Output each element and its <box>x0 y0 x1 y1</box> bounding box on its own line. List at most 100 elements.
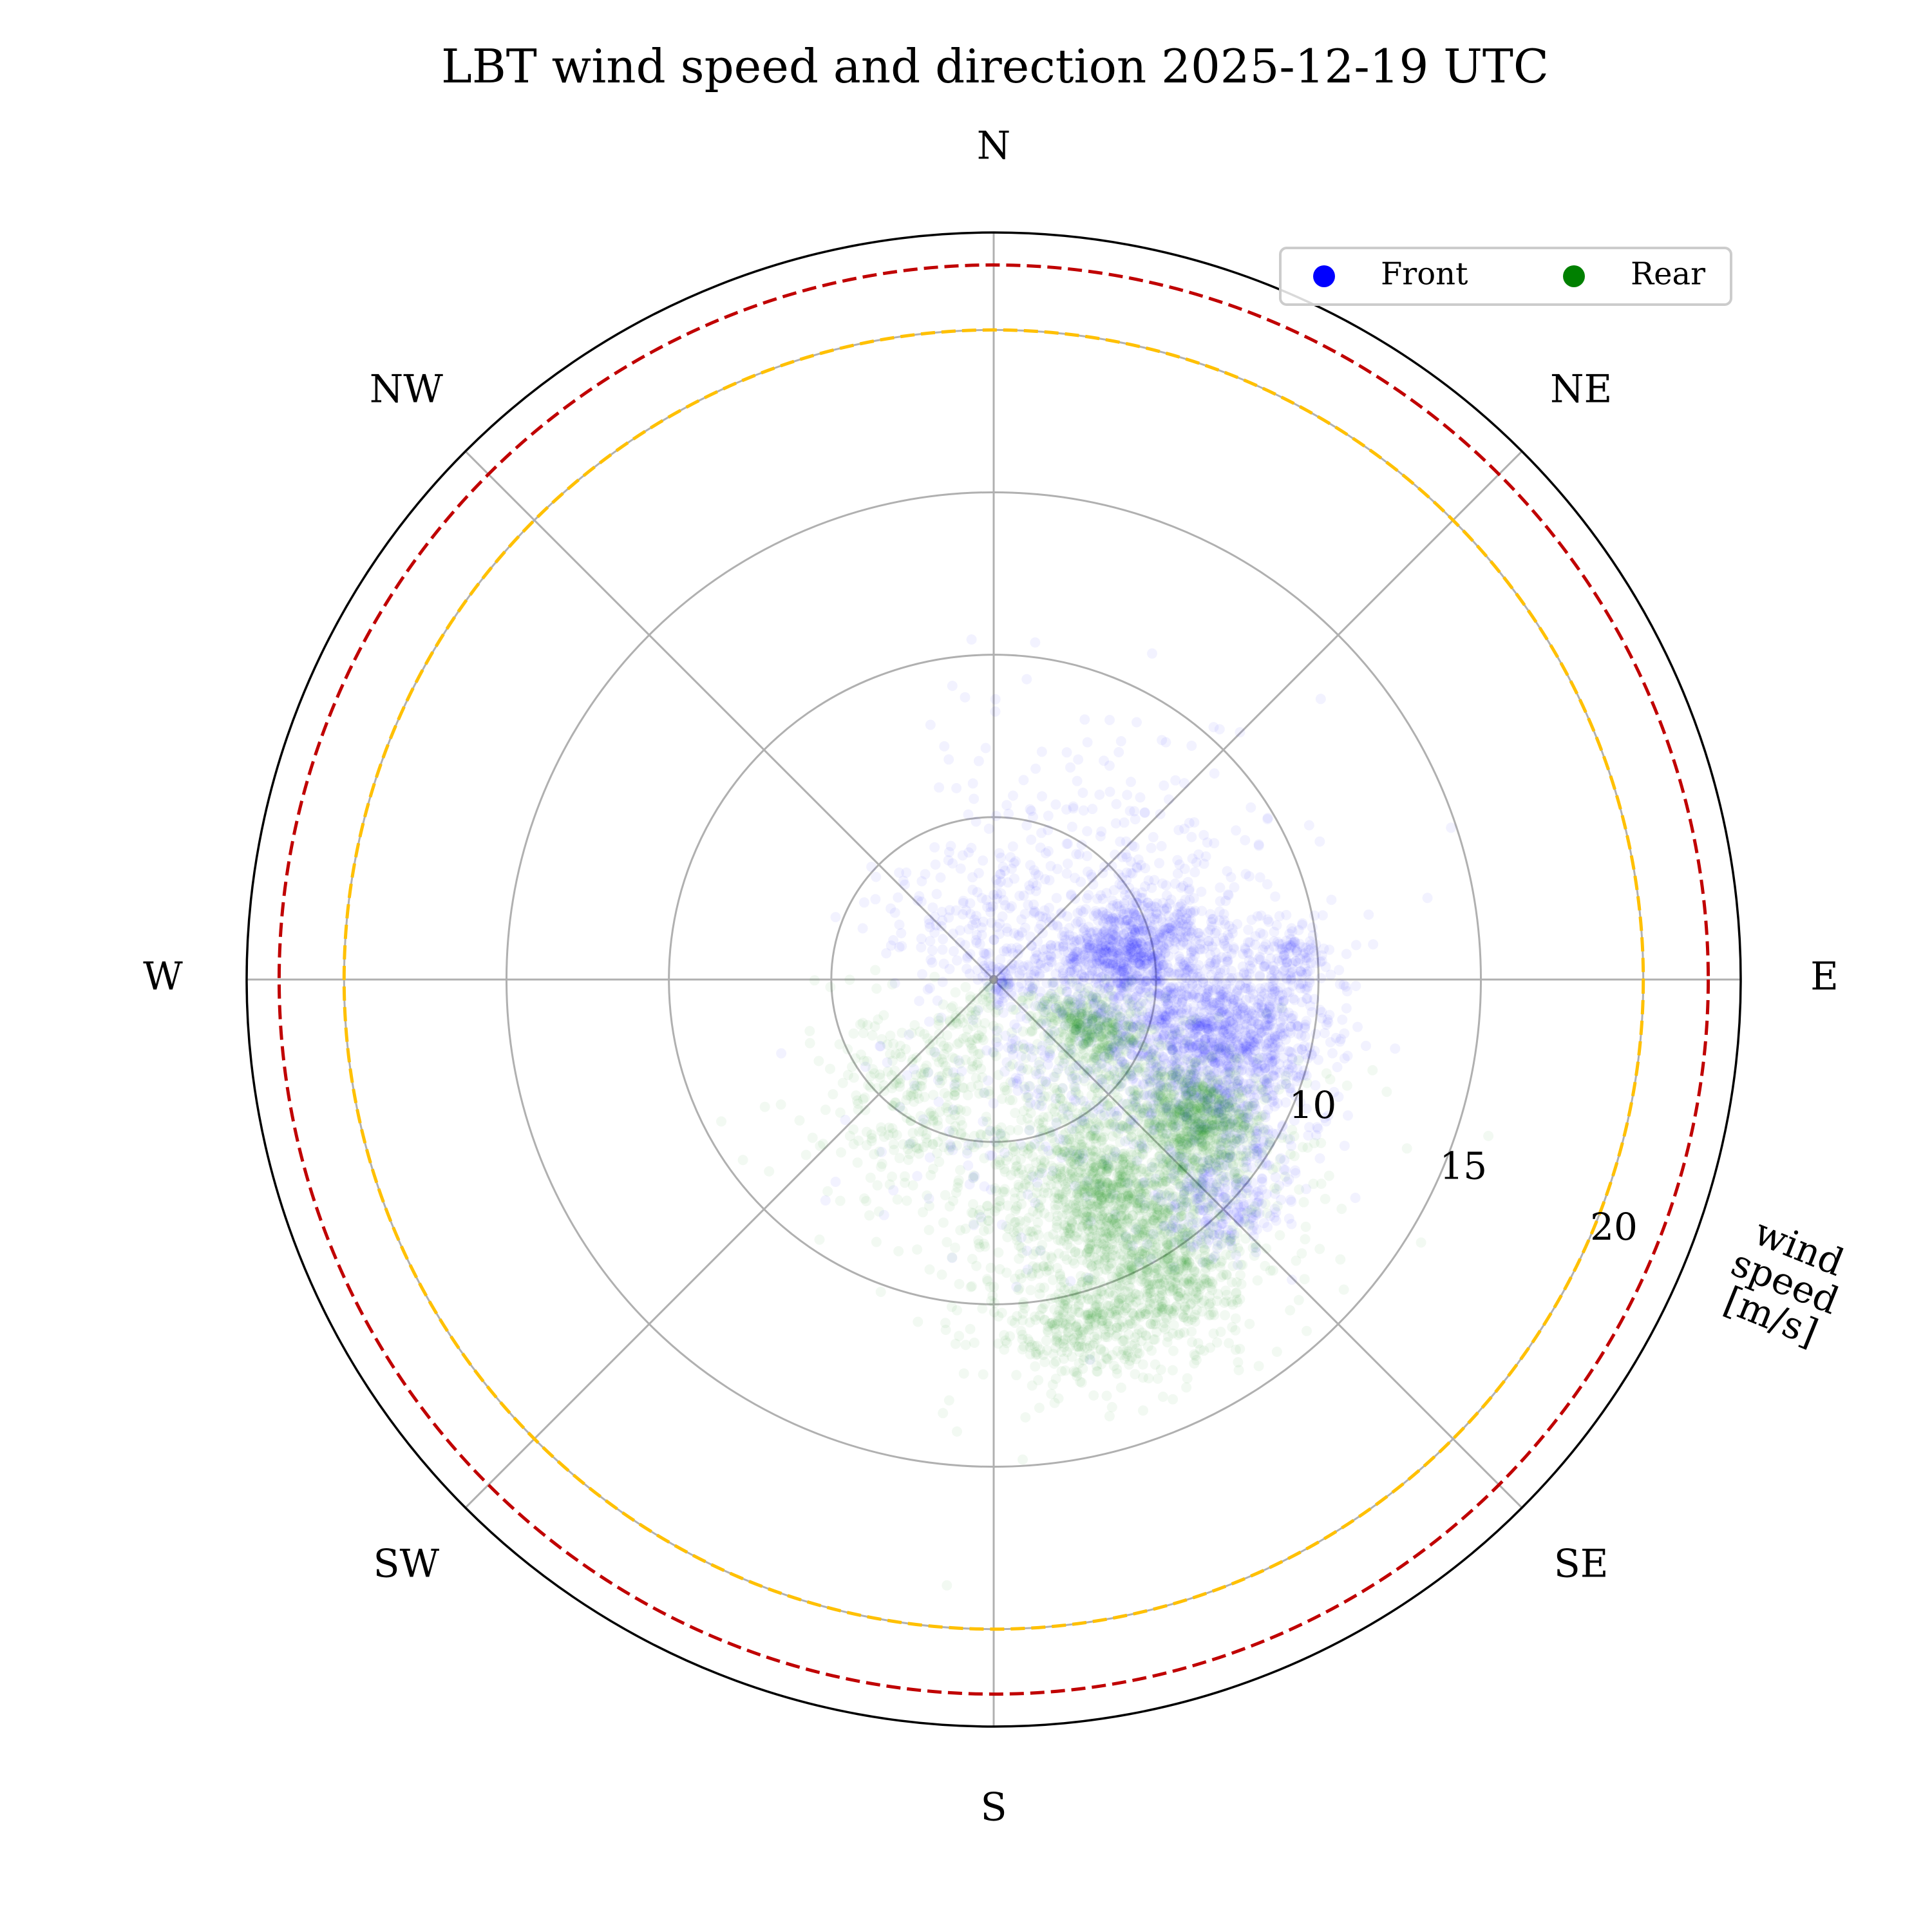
data-point-front <box>1361 1041 1371 1051</box>
data-point-front <box>1110 818 1121 829</box>
data-point-front <box>1228 998 1238 1009</box>
data-point-front <box>1139 807 1150 818</box>
data-point-front <box>1224 1128 1235 1138</box>
data-point-front <box>1317 910 1328 921</box>
data-point-front <box>1350 940 1361 951</box>
data-point-front <box>1144 906 1155 917</box>
data-point-front <box>1132 952 1142 963</box>
data-point-front <box>1224 1035 1235 1046</box>
data-point-front <box>1265 1041 1276 1052</box>
data-point-front <box>990 694 1001 705</box>
data-point-front <box>1218 933 1228 943</box>
data-point-front <box>1352 1021 1363 1032</box>
data-point-front <box>889 907 900 918</box>
data-point-front <box>1221 996 1232 1007</box>
data-point-front <box>1271 1215 1282 1226</box>
data-point-front <box>1323 1017 1334 1028</box>
data-point-front <box>1152 990 1163 1001</box>
data-point-front <box>1217 1034 1228 1045</box>
data-point-front <box>1260 939 1271 950</box>
polar-center <box>989 975 998 984</box>
data-point-front <box>1186 741 1197 751</box>
data-point-front <box>1141 1033 1152 1044</box>
data-point-front <box>1210 1026 1221 1036</box>
data-point-rear <box>1046 1025 1056 1036</box>
data-point-rear <box>1115 1012 1126 1023</box>
data-point-front <box>1154 858 1164 869</box>
data-point-front <box>1142 974 1153 985</box>
data-point-front <box>983 823 994 834</box>
data-point-front <box>1307 1007 1318 1018</box>
data-point-rear <box>1076 1018 1087 1028</box>
data-point-front <box>1226 1141 1236 1151</box>
data-point-front <box>1190 1065 1201 1075</box>
data-point-front <box>1321 1019 1332 1030</box>
data-point-front <box>1278 996 1289 1007</box>
data-point-front <box>1212 954 1222 965</box>
data-point-front <box>896 941 907 952</box>
data-point-front <box>1190 1113 1200 1124</box>
data-point-front <box>1203 1012 1214 1023</box>
data-point-front <box>1115 980 1126 991</box>
data-point-front <box>1281 909 1292 920</box>
data-point-front <box>939 741 950 752</box>
data-point-front <box>1338 980 1349 990</box>
data-point-front <box>1202 1023 1213 1034</box>
data-point-front <box>1108 913 1119 923</box>
data-point-front <box>1236 1086 1247 1097</box>
data-point-front <box>1227 1033 1238 1044</box>
data-point-front <box>983 948 994 959</box>
data-point-front <box>1235 1009 1245 1020</box>
data-point-front <box>1189 1123 1200 1134</box>
data-point-front <box>1160 880 1171 891</box>
data-point-front <box>1267 989 1278 999</box>
data-point-front <box>1081 893 1092 904</box>
data-point-front <box>1206 1054 1217 1065</box>
data-point-front <box>937 944 948 955</box>
data-point-front <box>1132 862 1142 873</box>
data-point-front <box>1258 1041 1269 1052</box>
data-point-front <box>1193 1124 1204 1135</box>
data-point-front <box>1007 841 1018 852</box>
data-point-front <box>1231 1032 1242 1043</box>
data-point-front <box>1220 919 1231 930</box>
data-point-front <box>1161 902 1172 913</box>
data-point-front <box>1049 977 1060 988</box>
data-point-front <box>1201 964 1212 974</box>
data-point-front <box>1237 1060 1248 1071</box>
data-point-front <box>1161 1019 1172 1030</box>
data-point-front <box>888 935 899 945</box>
data-point-front <box>1220 1043 1231 1054</box>
data-point-front <box>1206 1083 1217 1094</box>
data-point-front <box>1148 831 1159 842</box>
data-point-front <box>1264 1001 1274 1012</box>
data-point-front <box>1065 762 1075 773</box>
data-point-front <box>1179 778 1189 789</box>
data-point-front <box>1179 864 1190 875</box>
data-point-front <box>1261 1045 1272 1056</box>
data-point-front <box>1286 1059 1297 1070</box>
data-point-rear <box>1127 1000 1138 1011</box>
data-point-front <box>1070 873 1080 884</box>
data-point-front <box>1182 1077 1193 1088</box>
data-point-front <box>1203 1052 1214 1063</box>
scatter-points <box>716 634 1494 1591</box>
data-point-front <box>1226 1030 1237 1041</box>
data-point-front <box>1302 993 1313 1004</box>
data-point-front <box>1229 882 1240 893</box>
data-point-front <box>1297 918 1308 929</box>
data-point-front <box>1202 1019 1213 1030</box>
data-point-front <box>1141 1045 1152 1056</box>
data-point-front <box>1247 1062 1258 1073</box>
data-point-front <box>1086 948 1097 959</box>
data-point-front <box>1254 1066 1265 1077</box>
data-point-front <box>1182 967 1193 978</box>
data-point-front <box>1001 800 1012 811</box>
data-point-front <box>1255 872 1265 883</box>
data-point-front <box>1123 943 1134 953</box>
data-point-front <box>1315 694 1326 705</box>
data-point-front <box>1296 967 1307 978</box>
data-point-rear <box>1206 1114 1217 1125</box>
data-point-front <box>1213 1057 1224 1068</box>
data-point-front <box>1203 1041 1213 1052</box>
